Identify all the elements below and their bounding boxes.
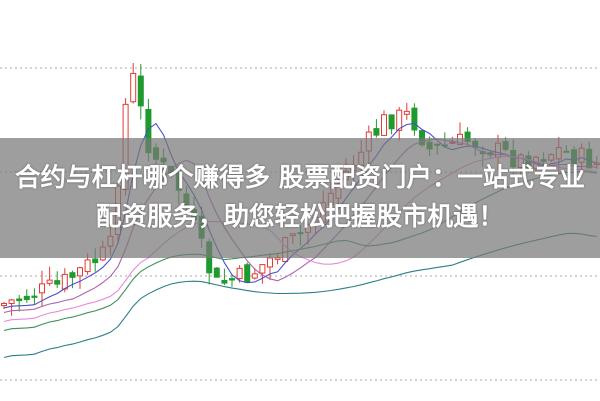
candle-body [39,283,45,294]
candle-body [381,114,387,136]
candle-body [84,259,91,273]
candle-body [23,295,30,301]
candle-body [92,258,99,264]
candle-body [267,257,273,268]
candle-body [31,295,38,298]
candle-body [69,272,76,278]
candle-body [16,298,23,302]
candle-body [403,110,410,115]
candle-body [77,267,83,277]
candle-body [244,264,251,283]
candle-body [46,279,53,284]
candle-body [137,75,144,107]
candle-body [411,107,418,131]
candle-body [388,114,395,130]
candle-body [251,273,258,279]
banner: 合约与杠杆哪个赚得多 股票配资门户：一站式专业配资服务，助您轻松把握股市机遇！ [0,138,600,258]
banner-title: 合约与杠杆哪个赚得多 股票配资门户：一站式专业配资服务，助您轻松把握股市机遇！ [15,163,585,232]
candle-body [213,267,220,278]
candle-body [54,280,61,285]
candle-body [236,267,243,280]
candle-body [259,264,266,274]
candle-body [229,278,235,281]
candle-body [1,302,7,307]
candle-body [373,128,380,136]
candle-body [130,72,137,103]
candle-body [61,273,68,290]
candle-body [221,280,228,284]
candle-body [8,299,15,305]
candle-body [396,109,403,131]
